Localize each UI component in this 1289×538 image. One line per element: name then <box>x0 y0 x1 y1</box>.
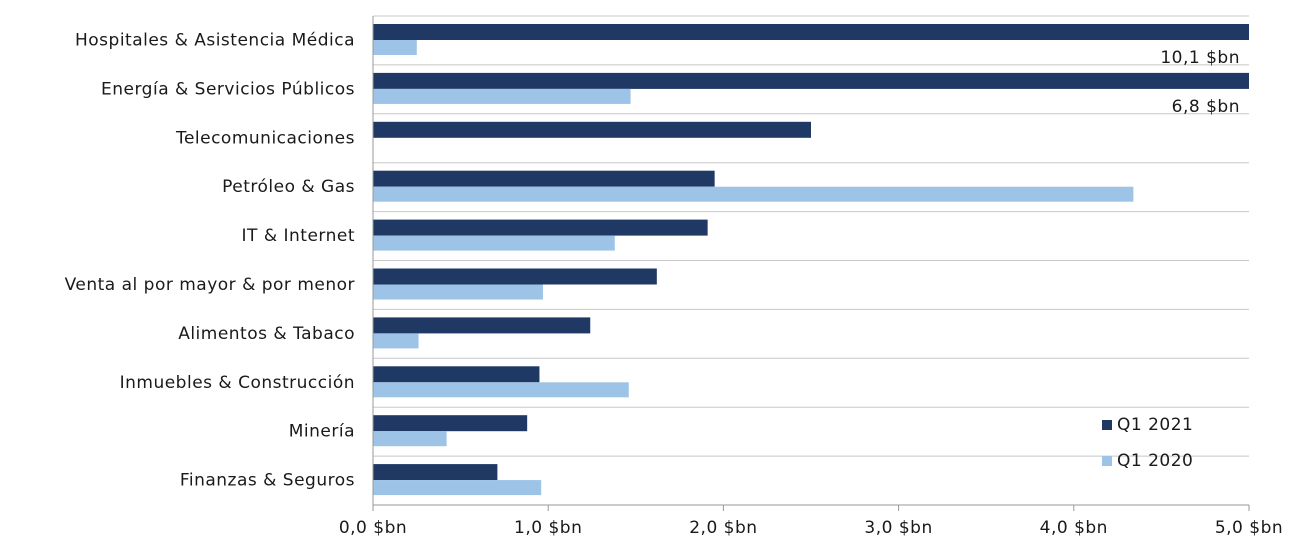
bar <box>373 317 591 334</box>
x-tick-label: 1,0 $bn <box>514 518 582 538</box>
bar <box>373 268 657 285</box>
bars <box>373 24 1249 496</box>
y-tick-label: Energía & Servicios Públicos <box>101 79 355 99</box>
bar <box>373 235 615 251</box>
x-tick-label: 0,0 $bn <box>339 518 407 538</box>
legend-label: Q1 2021 <box>1117 415 1193 435</box>
y-tick-label: Telecomunicaciones <box>175 128 355 148</box>
bar <box>373 480 542 496</box>
x-tick-label: 5,0 $bn <box>1215 518 1283 538</box>
y-tick-label: Minería <box>289 422 355 442</box>
bar <box>373 431 447 447</box>
bar <box>373 72 1249 89</box>
x-tick-label: 3,0 $bn <box>864 518 932 538</box>
y-tick-label: Hospitales & Asistencia Médica <box>75 30 355 50</box>
legend-swatch <box>1102 420 1112 430</box>
y-tick-label: Inmuebles & Construcción <box>120 373 355 393</box>
x-tick-label: 2,0 $bn <box>689 518 757 538</box>
bar <box>373 219 708 236</box>
y-tick-label: Finanzas & Seguros <box>180 471 355 491</box>
y-tick-label: Alimentos & Tabaco <box>178 324 355 344</box>
bar <box>373 88 631 104</box>
bar <box>373 170 715 187</box>
y-tick-label: IT & Internet <box>242 226 355 246</box>
bar <box>373 121 811 138</box>
bar <box>373 333 419 349</box>
bar <box>373 366 540 383</box>
y-tick-label: Venta al por mayor & por menor <box>65 275 355 295</box>
legend-label: Q1 2020 <box>1117 451 1193 471</box>
x-tick-label: 4,0 $bn <box>1040 518 1108 538</box>
legend-swatch <box>1102 456 1112 466</box>
value-label: 6,8 $bn <box>1172 97 1240 117</box>
y-tick-label: Petróleo & Gas <box>222 177 355 197</box>
bar <box>373 24 1249 40</box>
bar <box>373 415 528 432</box>
bar <box>373 40 417 55</box>
bar <box>373 464 498 481</box>
value-label: 10,1 $bn <box>1160 48 1240 68</box>
bar <box>373 284 543 300</box>
bar <box>373 186 1134 202</box>
bar <box>373 382 629 398</box>
